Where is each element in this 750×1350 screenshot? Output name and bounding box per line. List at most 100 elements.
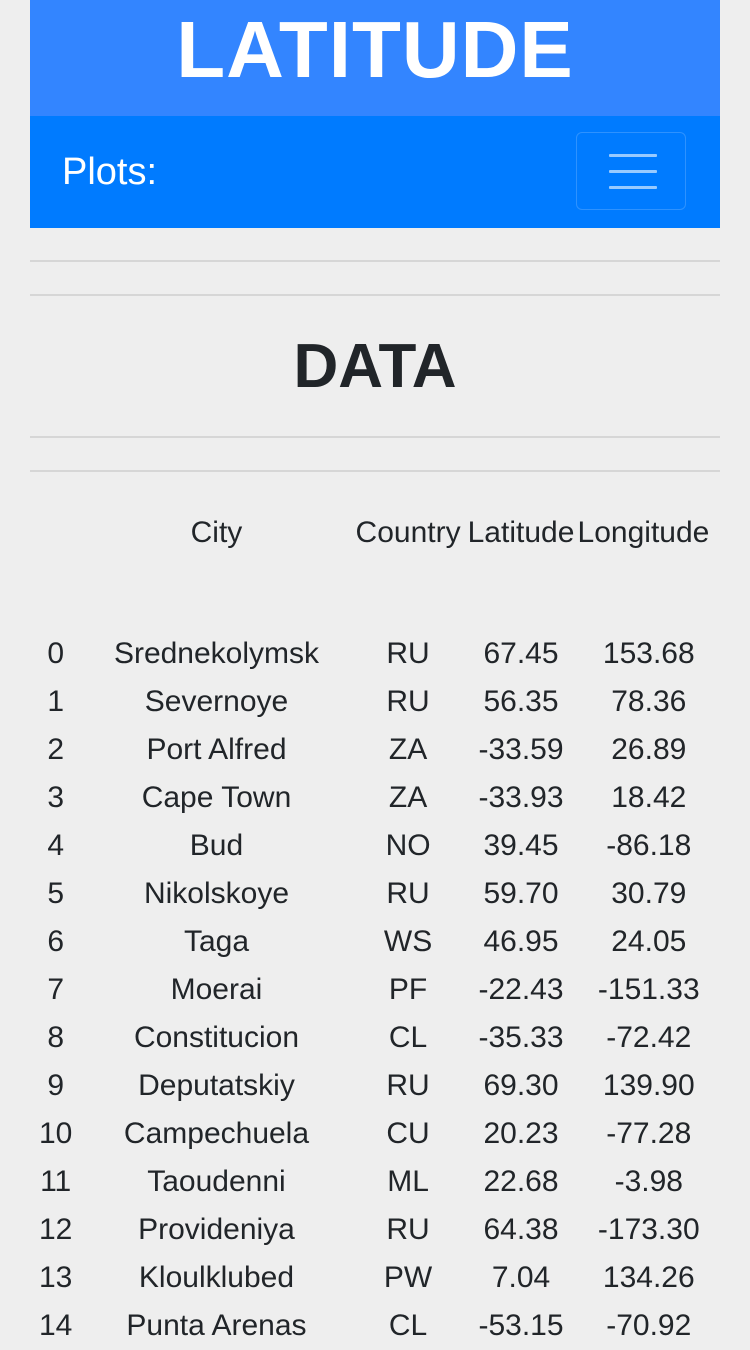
cell-latitude: 7.04	[491, 1261, 551, 1294]
cell-latitude: 56.35	[483, 685, 559, 718]
table-row: 0 Srednekolymsk RU 67.45 153.68	[30, 630, 720, 678]
table-row: 3 Cape Town ZA -33.93 18.42	[30, 774, 720, 822]
cell-latitude: -33.59	[478, 733, 564, 766]
section-title: DATA	[293, 332, 457, 401]
cell-latitude: 20.23	[483, 1117, 559, 1150]
table-row: 6 Taga WS 46.95 24.05	[30, 918, 720, 966]
cell-city: Kloulklubed	[138, 1261, 295, 1294]
cell-country: PF	[388, 973, 428, 1006]
page-title: LATITUDE	[176, 5, 574, 94]
cell-latitude: 46.95	[483, 925, 559, 958]
navbar-toggle-button[interactable]	[576, 132, 686, 210]
page-container: LATITUDE Plots: DATA City Country	[30, 0, 720, 1350]
cell-longitude: -86.18	[606, 829, 692, 862]
cell-city: Campechuela	[123, 1117, 310, 1150]
row-index: 2	[47, 733, 64, 766]
cell-country: CL	[388, 1309, 428, 1342]
cell-city: Port Alfred	[146, 733, 287, 766]
column-header-city: City	[190, 516, 243, 549]
cell-city: Moerai	[170, 973, 263, 1006]
column-header-index	[30, 502, 81, 564]
table-row: 11 Taoudenni ML 22.68 -3.98	[30, 1158, 720, 1206]
table-row: 7 Moerai PF -22.43 -151.33	[30, 966, 720, 1014]
row-index: 8	[47, 1021, 64, 1054]
cell-longitude: 139.90	[602, 1069, 695, 1102]
cell-latitude: -33.93	[478, 781, 564, 814]
cell-country: RU	[386, 685, 430, 718]
cell-city: Provideniya	[138, 1213, 295, 1246]
cell-latitude: -35.33	[478, 1021, 564, 1054]
cell-city: Srednekolymsk	[113, 637, 320, 670]
cell-latitude: 59.70	[483, 877, 559, 910]
data-table: City Country Latitude Longitude 0 Srednek…	[30, 502, 720, 1350]
cell-longitude: 78.36	[611, 685, 687, 718]
cell-country: RU	[386, 637, 430, 670]
row-index: 5	[47, 877, 64, 910]
cell-city: Punta Arenas	[126, 1309, 307, 1342]
cell-country: NO	[385, 829, 431, 862]
table-row: 13 Kloulklubed PW 7.04 134.26	[30, 1254, 720, 1302]
divider	[30, 260, 720, 262]
cell-longitude: -70.92	[606, 1309, 692, 1342]
cell-city: Constitucion	[133, 1021, 300, 1054]
cell-city: Bud	[189, 829, 244, 862]
column-header-latitude: Latitude	[467, 516, 575, 549]
cell-country: CU	[386, 1117, 430, 1150]
row-index: 13	[38, 1261, 73, 1294]
cell-country: PW	[383, 1261, 433, 1294]
table-row: 12 Provideniya RU 64.38 -173.30	[30, 1206, 720, 1254]
row-index: 3	[47, 781, 64, 814]
divider	[30, 436, 720, 438]
row-index: 12	[38, 1213, 73, 1246]
cell-city: Deputatskiy	[138, 1069, 295, 1102]
cell-latitude: 39.45	[483, 829, 559, 862]
row-index: 11	[40, 1165, 72, 1198]
cell-country: ZA	[388, 781, 428, 814]
cell-city: Severnoye	[144, 685, 289, 718]
row-index: 7	[47, 973, 64, 1006]
table-row: 10 Campechuela CU 20.23 -77.28	[30, 1110, 720, 1158]
cell-city: Taga	[183, 925, 250, 958]
cell-longitude: 26.89	[611, 733, 687, 766]
cell-latitude: 22.68	[483, 1165, 559, 1198]
cell-latitude: 69.30	[483, 1069, 559, 1102]
navbar: Plots:	[30, 116, 720, 228]
table-row: 5 Nikolskoye RU 59.70 30.79	[30, 870, 720, 918]
cell-longitude: -3.98	[614, 1165, 683, 1198]
row-index: 9	[47, 1069, 64, 1102]
cell-latitude: 67.45	[483, 637, 559, 670]
divider	[30, 294, 720, 296]
cell-country: RU	[386, 1069, 430, 1102]
table-row: 8 Constitucion CL -35.33 -72.42	[30, 1014, 720, 1062]
cell-country: WS	[383, 925, 433, 958]
cell-country: ML	[387, 1165, 429, 1198]
cell-city: Cape Town	[141, 781, 292, 814]
cell-latitude: 64.38	[483, 1213, 559, 1246]
column-header-longitude: Longitude	[577, 516, 710, 549]
table-header: City Country Latitude Longitude	[30, 502, 720, 630]
title-banner: LATITUDE	[30, 0, 720, 116]
data-table-container: City Country Latitude Longitude 0 Srednek…	[30, 472, 720, 1350]
divider	[30, 470, 720, 472]
cell-longitude: -72.42	[606, 1021, 692, 1054]
table-row: 9 Deputatskiy RU 69.30 139.90	[30, 1062, 720, 1110]
row-index: 4	[47, 829, 64, 862]
row-index: 14	[38, 1309, 73, 1342]
cell-city: Taoudenni	[147, 1165, 286, 1198]
cell-longitude: 18.42	[611, 781, 687, 814]
navbar-brand[interactable]: Plots:	[62, 151, 158, 193]
cell-longitude: 24.05	[611, 925, 687, 958]
table-row: 4 Bud NO 39.45 -86.18	[30, 822, 720, 870]
cell-country: ZA	[388, 733, 428, 766]
cell-longitude: 134.26	[602, 1261, 695, 1294]
table-row: 2 Port Alfred ZA -33.59 26.89	[30, 726, 720, 774]
cell-country: RU	[386, 1213, 430, 1246]
cell-longitude: -173.30	[597, 1213, 700, 1246]
table-row: 14 Punta Arenas CL -53.15 -70.92	[30, 1302, 720, 1350]
cell-country: RU	[386, 877, 430, 910]
table-body: 0 Srednekolymsk RU 67.45 153.68 1 Severnoye RU 5…	[30, 630, 720, 1350]
row-index: 1	[47, 685, 64, 718]
cell-latitude: -53.15	[478, 1309, 564, 1342]
cell-country: CL	[388, 1021, 428, 1054]
cell-longitude: -77.28	[606, 1117, 692, 1150]
